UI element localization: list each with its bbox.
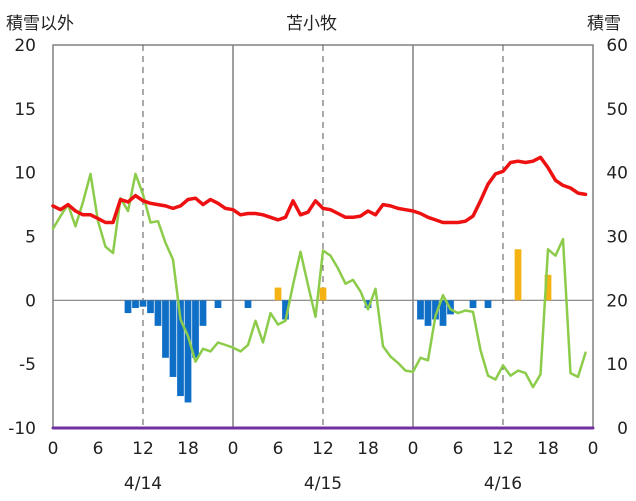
precip-bar <box>214 300 222 308</box>
right-tick-label: 60 <box>606 36 628 56</box>
right-tick-label: 40 <box>606 164 628 184</box>
wind-line <box>51 172 587 389</box>
right-tick-label: 50 <box>606 100 628 120</box>
x-tick-label: 18 <box>357 439 379 459</box>
precip-bar <box>514 249 522 301</box>
precip-bar <box>484 300 492 308</box>
left-tick-label: 10 <box>14 164 36 184</box>
precip-bar <box>184 300 192 403</box>
x-axis-ticks: 0 6 12 18 0 6 12 18 0 6 12 18 0 <box>48 439 599 459</box>
x-tick-label: 6 <box>93 439 104 459</box>
precip-bar <box>364 300 372 308</box>
x-tick-label: 0 <box>408 439 419 459</box>
precip-bar <box>282 300 289 320</box>
precip-bar <box>544 274 552 301</box>
x-tick-label: 0 <box>228 439 239 459</box>
precip-bar <box>417 300 424 320</box>
precip-bar <box>244 300 252 308</box>
date-label: 4/14 <box>124 474 162 494</box>
left-tick-label: 20 <box>14 36 36 56</box>
chart-title: 苫小牧 <box>286 14 337 34</box>
date-labels: 4/14 4/15 4/16 <box>124 474 522 494</box>
precip-bar <box>132 300 139 308</box>
right-tick-label: 0 <box>617 419 628 439</box>
precip-bar <box>162 300 169 358</box>
precip-bar <box>424 300 432 326</box>
x-tick-label: 18 <box>177 439 199 459</box>
precip-bar <box>124 300 132 314</box>
x-tick-label: 0 <box>48 439 59 459</box>
precip-bar <box>154 300 162 326</box>
left-tick-label: 5 <box>25 228 36 248</box>
x-tick-label: 0 <box>588 439 599 459</box>
date-label: 4/16 <box>484 474 522 494</box>
x-tick-label: 12 <box>312 439 334 459</box>
precip-bar <box>199 300 207 326</box>
precip-bar <box>147 300 154 314</box>
precip-bar <box>432 300 439 320</box>
x-tick-label: 12 <box>492 439 514 459</box>
series-lines <box>51 155 595 430</box>
right-axis-ticks: 60 50 40 30 20 10 0 <box>606 36 628 439</box>
right-axis-title: 積雪 <box>587 14 621 34</box>
precip-bar <box>169 300 177 377</box>
precip-bar <box>177 300 184 397</box>
left-tick-label: -10 <box>8 419 36 439</box>
x-tick-label: 12 <box>132 439 154 459</box>
x-tick-label: 18 <box>537 439 559 459</box>
precip-bars <box>124 249 552 403</box>
left-tick-label: 15 <box>14 100 36 120</box>
date-label: 4/15 <box>304 474 342 494</box>
precip-bar <box>439 300 447 326</box>
x-tick-label: 6 <box>273 439 284 459</box>
right-tick-label: 10 <box>606 355 628 375</box>
left-tick-label: 0 <box>25 291 36 311</box>
x-tick-label: 6 <box>453 439 464 459</box>
precip-bar <box>469 300 477 308</box>
left-axis-ticks: 20 15 10 5 0 -5 -10 <box>8 36 36 439</box>
grid-lines <box>53 45 593 428</box>
precip-bar <box>274 287 282 301</box>
left-axis-title: 積雪以外 <box>6 14 74 34</box>
precip-bar <box>139 300 147 307</box>
temperature-line <box>51 155 588 225</box>
precip-bar <box>319 287 327 301</box>
right-tick-label: 30 <box>606 228 628 248</box>
precip-bar <box>192 300 199 358</box>
right-tick-label: 20 <box>606 291 628 311</box>
left-tick-label: -5 <box>19 355 36 375</box>
